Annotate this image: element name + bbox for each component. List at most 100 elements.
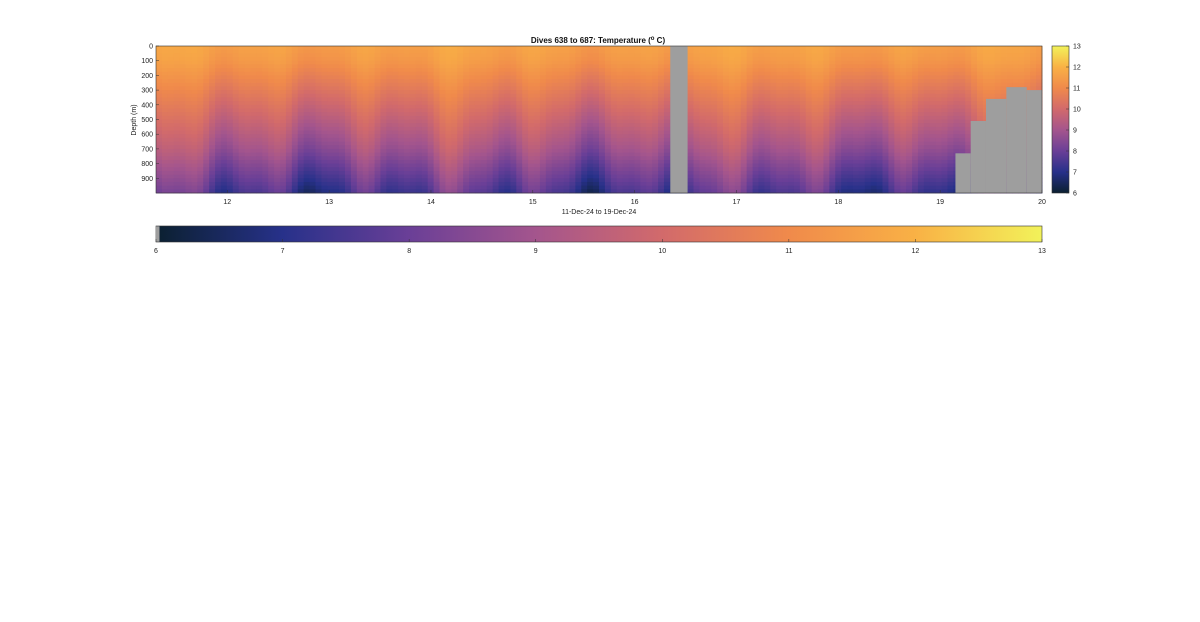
heatmap-cell	[805, 57, 813, 62]
heatmap-cell	[793, 97, 801, 102]
heatmap-cell	[433, 64, 440, 69]
heatmap-cell	[368, 108, 375, 113]
heatmap-cell	[711, 167, 718, 172]
heatmap-cell	[220, 104, 228, 109]
heatmap-cell	[386, 137, 393, 142]
heatmap-cell	[882, 79, 889, 84]
heatmap-cell	[256, 119, 263, 124]
heatmap-cell	[658, 137, 665, 142]
heatmap-cell	[309, 57, 316, 62]
heatmap-cell	[569, 68, 576, 73]
heatmap-cell	[209, 53, 216, 58]
heatmap-cell	[510, 123, 517, 128]
heatmap-cell	[711, 174, 718, 179]
heatmap-cell	[658, 174, 665, 179]
heatmap-cell	[274, 90, 281, 95]
heatmap-cell	[486, 152, 494, 157]
heatmap-cell	[238, 159, 245, 165]
heatmap-cell	[740, 53, 748, 58]
heatmap-cell	[841, 71, 848, 76]
heatmap-cell	[534, 148, 541, 153]
heatmap-cell	[705, 134, 712, 139]
heatmap-cell	[510, 163, 517, 168]
heatmap-cell	[604, 90, 612, 95]
heatmap-cell	[215, 75, 222, 80]
heatmap-cell	[551, 112, 559, 117]
heatmap-cell	[610, 189, 618, 194]
heatmap-cell	[350, 156, 358, 161]
heatmap-cell	[404, 130, 411, 135]
heatmap-cell	[220, 141, 228, 146]
heatmap-cell	[569, 123, 576, 128]
heatmap-cell	[888, 46, 895, 51]
heatmap-cell	[628, 104, 635, 109]
heatmap-cell	[658, 53, 665, 58]
heatmap-cell	[256, 167, 263, 172]
heatmap-cell	[599, 148, 606, 153]
heatmap-cell	[480, 53, 488, 58]
heatmap-cell	[799, 181, 807, 187]
heatmap-cell	[161, 167, 169, 172]
heatmap-cell	[852, 108, 860, 113]
heatmap-cell	[386, 93, 393, 98]
heatmap-cell	[752, 170, 759, 176]
heatmap-cell	[191, 93, 198, 98]
heatmap-cell	[285, 141, 293, 146]
heatmap-cell	[539, 156, 547, 161]
heatmap-cell	[864, 156, 872, 161]
heatmap-cell	[362, 181, 370, 187]
heatmap-cell	[256, 90, 263, 95]
heatmap-cell	[823, 104, 830, 109]
heatmap-cell	[516, 181, 523, 187]
heatmap-cell	[723, 130, 730, 135]
heatmap-cell	[734, 93, 742, 98]
heatmap-cell	[539, 112, 547, 117]
heatmap-cell	[557, 75, 564, 80]
heatmap-cell	[238, 93, 245, 98]
heatmap-cell	[327, 189, 334, 194]
heatmap-cell	[504, 53, 511, 58]
heatmap-cell	[699, 108, 706, 113]
heatmap-cell	[274, 189, 281, 194]
heatmap-cell	[439, 178, 446, 183]
heatmap-cell	[315, 93, 322, 98]
heatmap-cell	[793, 167, 801, 172]
heatmap-cell	[492, 97, 499, 102]
heatmap-cell	[852, 104, 860, 109]
heatmap-cell	[262, 49, 269, 54]
heatmap-cell	[161, 57, 169, 62]
heatmap-cell	[551, 97, 559, 102]
heatmap-cell	[315, 189, 322, 194]
heatmap-cell	[451, 104, 458, 109]
heatmap-cell	[841, 163, 848, 168]
heatmap-cell	[356, 123, 364, 128]
heatmap-cell	[693, 104, 700, 109]
heatmap-cell	[409, 115, 417, 120]
heatmap-cell	[179, 163, 186, 168]
heatmap-cell	[823, 60, 830, 65]
heatmap-cell	[693, 53, 700, 58]
heatmap-cell	[534, 93, 541, 98]
heatmap-cell	[197, 97, 204, 102]
heatmap-cell	[616, 170, 624, 176]
heatmap-cell	[333, 71, 340, 76]
heatmap-cell	[427, 167, 435, 172]
heatmap-cell	[575, 90, 582, 95]
heatmap-cell	[864, 57, 872, 62]
heatmap-cell	[238, 86, 245, 91]
heatmap-cell	[191, 53, 198, 58]
heatmap-cell	[563, 112, 570, 117]
heatmap-cell	[793, 163, 801, 168]
heatmap-cell	[238, 108, 245, 113]
heatmap-cell	[663, 174, 671, 179]
heatmap-cell	[847, 86, 854, 91]
heatmap-cell	[752, 123, 759, 128]
heatmap-cell	[587, 75, 594, 80]
heatmap-cell	[616, 141, 624, 146]
heatmap-cell	[238, 60, 245, 65]
heatmap-cell	[392, 75, 399, 80]
heatmap-cell	[480, 152, 488, 157]
heatmap-cell	[309, 49, 316, 54]
heatmap-cell	[463, 123, 470, 128]
heatmap-cell	[841, 75, 848, 80]
